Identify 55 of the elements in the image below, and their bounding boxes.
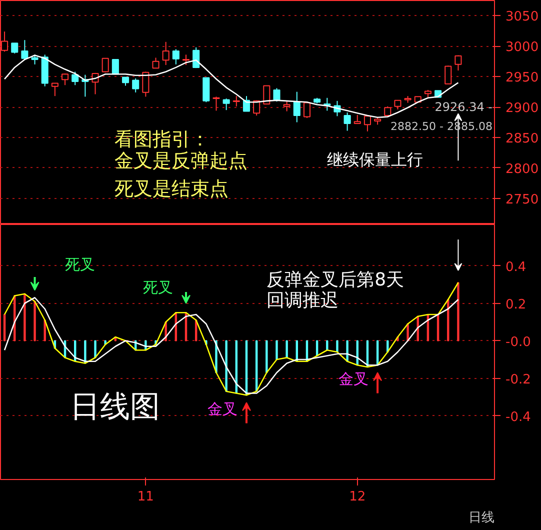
candlestick — [212, 96, 220, 112]
candlestick — [263, 85, 270, 104]
y-tick-label: 3000 — [506, 40, 539, 56]
candlestick — [72, 71, 79, 86]
candlestick — [11, 42, 18, 54]
candlestick — [142, 71, 150, 98]
y-tick-label: 2850 — [506, 131, 539, 146]
candlestick — [202, 77, 210, 103]
annotation: 金叉 — [207, 400, 238, 418]
candlestick — [152, 57, 160, 69]
annotation: 死叉 — [143, 278, 173, 297]
candlestick — [273, 88, 280, 102]
candlestick — [102, 58, 109, 73]
annotation: 2926.34 - — [434, 100, 492, 114]
candlestick — [21, 40, 28, 61]
annotation: 死叉 — [64, 256, 95, 274]
annotation: 反弹金叉后第8天 — [266, 270, 404, 290]
x-tick-label: 12 — [349, 490, 366, 504]
y-tick-label: -0.4 — [506, 410, 531, 425]
y-tick-label: 2800 — [506, 162, 539, 177]
candlestick — [283, 101, 290, 112]
candlestick — [454, 54, 462, 71]
annotation: 看图指引： — [114, 128, 210, 150]
annotation: 继续保量上行 — [327, 150, 424, 170]
y-tick-label: -0.2 — [506, 372, 531, 388]
candlestick — [222, 98, 230, 111]
y-tick-label: 2950 — [506, 70, 539, 86]
y-tick-label: 0.2 — [506, 297, 526, 312]
annotation: 回调推迟 — [266, 290, 339, 312]
candlestick — [303, 102, 311, 118]
candlestick — [394, 100, 402, 110]
candlestick — [344, 112, 351, 132]
candlestick — [182, 54, 190, 66]
y-tick-label: 2900 — [506, 101, 539, 116]
x-tick-label: 11 — [137, 490, 154, 504]
annotation: 死叉是结束点 — [114, 178, 228, 200]
annotation: 日线图 — [70, 390, 160, 424]
candlestick — [232, 96, 240, 107]
candlestick — [162, 41, 170, 66]
candlestick — [172, 48, 180, 65]
y-tick-label: -0.0 — [506, 334, 531, 350]
candlestick — [31, 54, 38, 65]
text: 日线 — [468, 510, 494, 526]
y-tick-label: 3050 — [506, 10, 539, 25]
candlestick — [112, 59, 119, 75]
candlestick — [293, 91, 300, 123]
candlestick — [444, 65, 452, 84]
y-tick-label: 2750 — [506, 192, 539, 208]
candlestick — [132, 78, 140, 93]
candlestick — [364, 116, 371, 132]
annotation: 金叉是反弹起点 — [114, 150, 248, 172]
y-tick-label: 0.4 — [506, 260, 526, 275]
candlestick — [51, 82, 58, 97]
candlestick — [62, 73, 69, 86]
annotation: 金叉 — [338, 370, 369, 388]
